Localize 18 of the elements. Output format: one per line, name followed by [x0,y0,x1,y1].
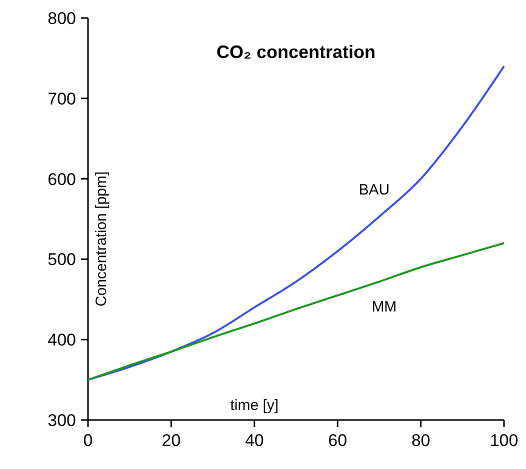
y-tick-label: 700 [48,89,76,108]
y-tick-label: 600 [48,170,76,189]
y-tick-label: 400 [48,330,76,350]
y-axis-title: Concentration [ppm] [93,171,110,307]
x-tick-label: 0 [83,431,93,450]
y-tick-label: 300 [48,410,76,430]
y-tick-label: 500 [48,250,76,270]
line-series [87,65,505,381]
x-tick-label: 80 [411,431,430,450]
x-axis-title: time [y] [230,397,279,414]
text: CO₂ concentration [216,42,376,62]
y-tick-label: 800 [48,8,76,28]
series-label: BAU [358,182,390,199]
x-tick-label: 40 [244,431,264,450]
x-tick-label: 60 [328,431,348,450]
x-tick-label: 100 [490,431,518,450]
series-label: MM [372,298,397,316]
x-tick-label: 20 [162,431,181,450]
